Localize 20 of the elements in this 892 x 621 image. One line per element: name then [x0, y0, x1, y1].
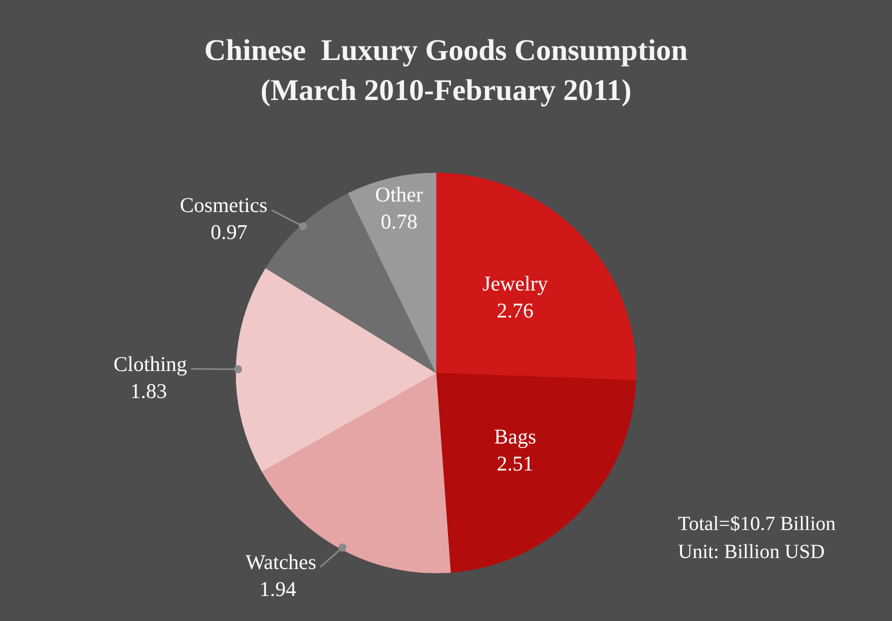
chart-subtitle: (March 2010-February 2011): [260, 74, 632, 107]
pie-slice: [348, 172, 436, 374]
data-label: 1.94: [260, 576, 297, 601]
slice-label: Jewelry: [482, 272, 548, 296]
pie-slice: [436, 172, 636, 381]
slice-label: Other: [375, 182, 423, 207]
data-label: 1.83: [130, 378, 168, 403]
pie-slice: [436, 372, 636, 573]
text: Unit: Billion USD: [678, 541, 825, 563]
chart-title: Chinese Luxury Goods Consumption: [204, 34, 688, 67]
data-label: 0.78: [380, 210, 418, 234]
pie-slice: [236, 268, 436, 472]
text: Total=$10.7 Billion: [678, 513, 836, 535]
slice-label: Cosmetics: [180, 193, 268, 218]
data-label: 2.51: [496, 451, 534, 476]
slice-label: Bags: [494, 424, 536, 448]
slice-label: Clothing: [114, 352, 188, 376]
data-label: 0.97: [210, 220, 248, 244]
slice-label: Watches: [246, 550, 316, 574]
data-label: 2.76: [496, 298, 534, 323]
